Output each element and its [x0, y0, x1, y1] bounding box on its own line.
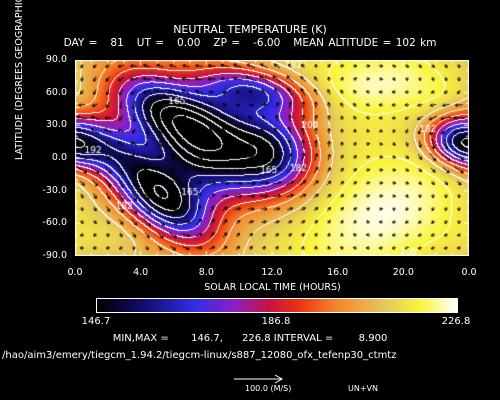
max-value: 226.8 [241, 333, 271, 344]
interval-label: INTERVAL = [273, 333, 334, 344]
vector-field-name: UN+VN [348, 384, 378, 393]
y-tick-label: -60.0 [42, 217, 67, 229]
x-tick-label: 20.0 [392, 267, 414, 278]
file-path: /hao/aim3/emery/tiegcm_1.94.2/tiegcm-lin… [2, 350, 397, 361]
temperature-contour-plot [75, 60, 469, 256]
y-tick-label: -90.0 [42, 250, 67, 261]
reference-vector-label: 100.0 (M/S) [245, 384, 292, 393]
y-tick-label: 30.0 [45, 119, 67, 131]
color-bar [96, 298, 458, 313]
x-tick-label: 12.0 [261, 267, 283, 278]
x-tick-label: 0.0 [461, 267, 477, 278]
color-bar-tick-label: 186.8 [261, 316, 291, 327]
y-tick-label: 60.0 [45, 86, 67, 98]
y-tick-label: 90.0 [45, 54, 67, 65]
interval-value: 8.900 [358, 333, 388, 344]
x-tick-label: 0.0 [67, 267, 83, 278]
chart-title: NEUTRAL TEMPERATURE (K) [173, 23, 327, 36]
x-tick-label: 16.0 [327, 267, 349, 278]
y-tick-label: -30.0 [42, 184, 67, 196]
min-max-interval-line: MIN,MAX = 146.7, 226.8 INTERVAL = 8.900 [0, 333, 500, 344]
color-bar-tick-label: 226.8 [441, 316, 471, 327]
minmax-label: MIN,MAX = [112, 333, 169, 344]
x-tick-label: 8.0 [198, 267, 214, 278]
x-tick-label: 4.0 [133, 267, 149, 278]
y-axis-label: LATITUDE (DEGREES GEOGRAPHIC) [14, 0, 25, 160]
x-axis-label: SOLAR LOCAL TIME (HOURS) [204, 282, 341, 293]
chart-subtitle: DAY = 81 UT = 0.00 ZP = -6.00 MEAN ALTIT… [63, 37, 437, 49]
y-tick-label: 0.0 [51, 152, 67, 163]
color-bar-tick-label: 146.7 [81, 316, 111, 327]
min-value: 146.7, [191, 333, 223, 344]
reference-vector-arrow [234, 374, 284, 384]
